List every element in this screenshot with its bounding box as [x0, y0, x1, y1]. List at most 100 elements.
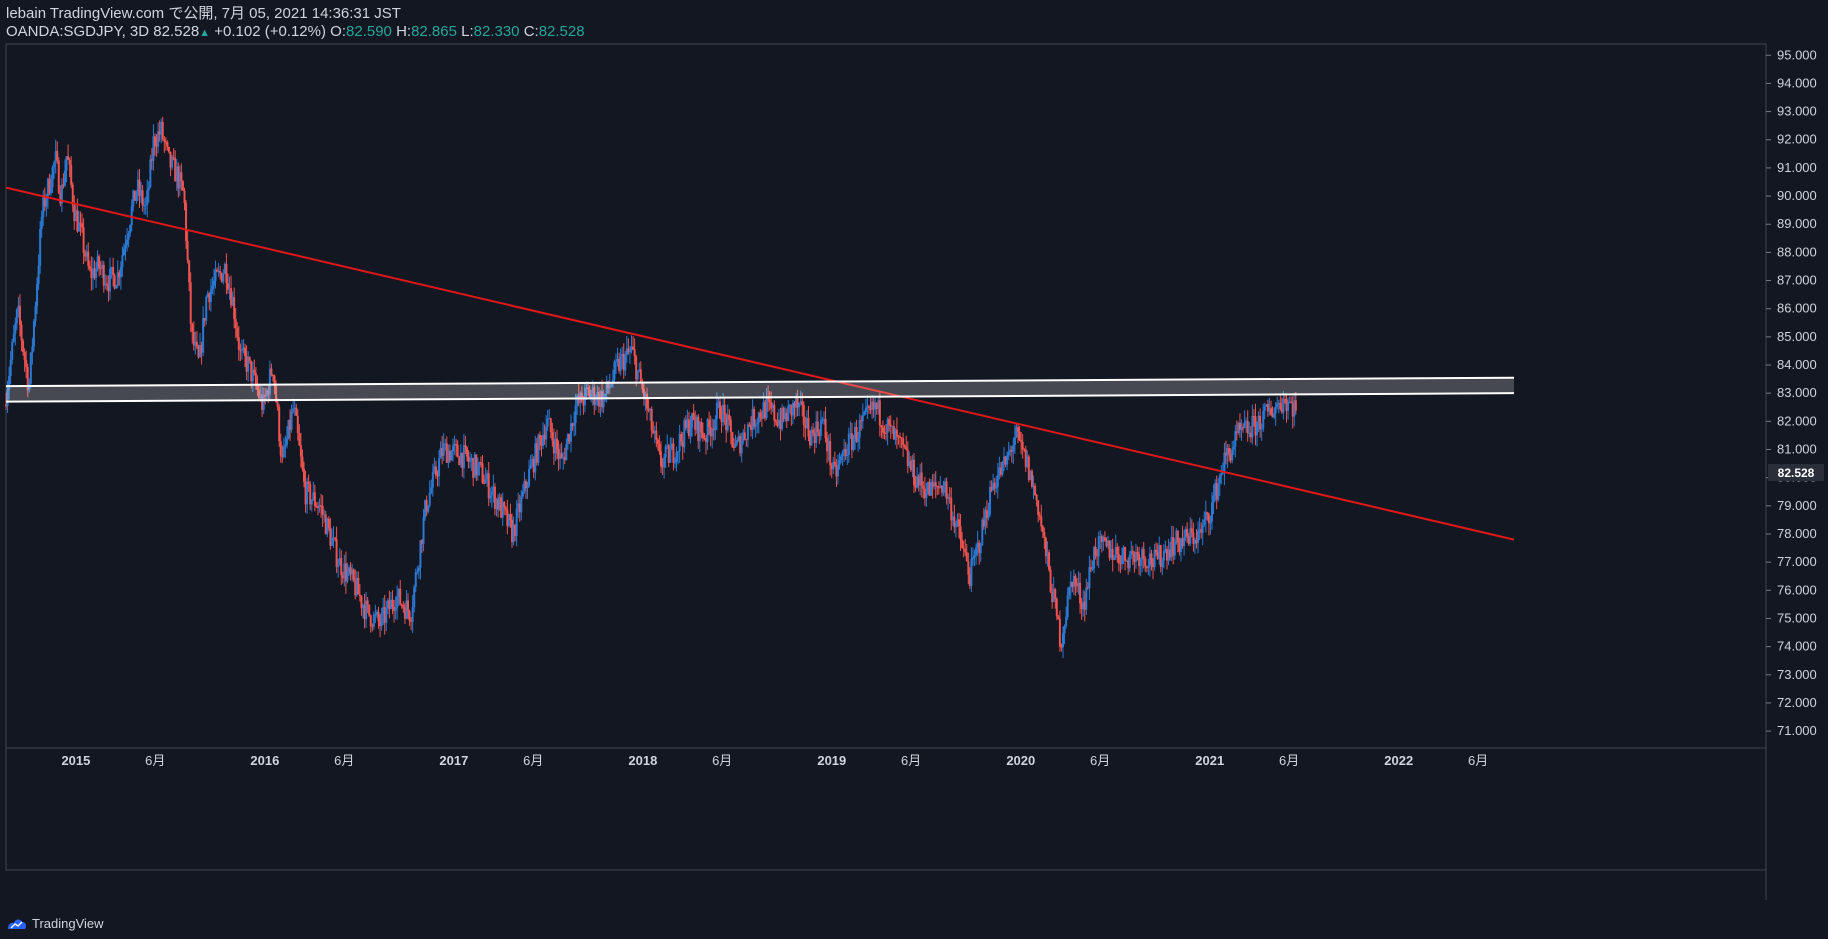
- candle-body: [1006, 455, 1009, 465]
- candle-body: [1041, 526, 1044, 532]
- candle-body: [481, 463, 484, 483]
- candle-body: [237, 337, 240, 350]
- candle-body: [306, 481, 309, 505]
- candle-body: [861, 414, 864, 422]
- candle-body: [1150, 553, 1153, 564]
- candle-body: [321, 505, 324, 515]
- candle-body: [748, 424, 751, 426]
- candle-body: [815, 421, 818, 444]
- candle-body: [1294, 400, 1297, 411]
- candle-body: [1179, 538, 1182, 552]
- candle-body: [81, 223, 84, 228]
- candle-body: [87, 251, 90, 266]
- candle-body: [978, 542, 981, 554]
- candle-body: [161, 121, 164, 139]
- candle-body: [177, 166, 180, 189]
- candle-body: [785, 412, 788, 422]
- candle-body: [51, 167, 54, 188]
- candle-body: [192, 331, 195, 346]
- candle-body: [622, 353, 625, 371]
- candle-body: [385, 607, 388, 623]
- candle-body: [422, 517, 425, 544]
- candle-body: [653, 430, 656, 434]
- candle-body: [556, 438, 559, 449]
- candle-body: [709, 427, 712, 437]
- candle-body: [672, 443, 675, 463]
- candle-body: [538, 434, 541, 439]
- candle-body: [632, 346, 635, 350]
- candle-body: [160, 121, 163, 135]
- candle-body: [54, 150, 57, 163]
- zone-top-line[interactable]: [5, 376, 1515, 388]
- candle-body: [677, 451, 680, 453]
- x-tick-label: 6月: [1468, 753, 1488, 768]
- candle-body: [493, 486, 496, 509]
- candle-body: [338, 558, 341, 566]
- candle-body: [167, 146, 170, 152]
- candle-body: [1164, 549, 1167, 552]
- symbol-text[interactable]: OANDA:SGDJPY, 3D: [6, 23, 150, 40]
- drawings[interactable]: [5, 186, 1515, 541]
- candle-body: [217, 271, 220, 273]
- candle-body: [892, 426, 895, 440]
- candle-body: [43, 195, 46, 207]
- candle-body: [186, 241, 189, 261]
- candle-body: [264, 394, 267, 397]
- footer-brand[interactable]: TradingView: [6, 916, 104, 931]
- candle-body: [1193, 540, 1196, 544]
- candle-body: [6, 389, 9, 407]
- candle-body: [226, 283, 229, 290]
- candle-body: [1277, 403, 1280, 405]
- candle-body: [987, 514, 990, 518]
- candle-body: [1037, 500, 1040, 515]
- candle-body: [920, 472, 923, 487]
- candle-body: [1228, 448, 1231, 454]
- candle-body: [486, 473, 489, 480]
- zone-bottom-line[interactable]: [5, 392, 1515, 403]
- candle-body: [1097, 536, 1100, 557]
- candle-body: [1141, 548, 1144, 560]
- candle-body: [464, 445, 467, 448]
- candle-body: [442, 443, 445, 456]
- candle-body: [916, 476, 919, 488]
- candle-body: [436, 475, 439, 477]
- candle-body: [355, 577, 358, 596]
- candle-body: [962, 548, 965, 550]
- candle-body: [1012, 445, 1015, 452]
- y-tick-label: 82.000: [1777, 413, 1817, 428]
- candle-body: [1240, 427, 1243, 430]
- candle-body: [549, 418, 552, 432]
- candle-body: [512, 524, 515, 543]
- candle-body: [293, 407, 296, 409]
- candle-body: [1105, 540, 1108, 547]
- trendline[interactable]: [5, 186, 1515, 541]
- candle-body: [610, 384, 613, 387]
- candle-body: [639, 369, 642, 383]
- time-axis[interactable]: 2015 6月 2016 6月 2017 6月 2018 6月 2019 6月 2020 6月 2021…: [6, 747, 1766, 768]
- candle-body: [790, 404, 793, 416]
- candle-body: [37, 265, 40, 285]
- candle-body: [1204, 512, 1207, 520]
- candle-body: [663, 457, 666, 468]
- candle-body: [239, 349, 242, 351]
- candle-body: [26, 367, 29, 391]
- resistance-zone[interactable]: [6, 377, 1514, 402]
- candle-body: [1142, 548, 1145, 559]
- candle-body: [416, 571, 419, 573]
- candle-body: [646, 393, 649, 409]
- price-axis[interactable]: 71.000 72.000 73.000 74.000 75.000 76.000 77.0…: [1766, 47, 1817, 738]
- candle-body: [199, 345, 202, 358]
- y-tick-label: 71.000: [1777, 723, 1817, 738]
- candle-body: [652, 430, 655, 434]
- candle-body: [517, 503, 520, 509]
- candle-body: [1068, 586, 1071, 596]
- last-price-text: 82.528: [153, 23, 200, 40]
- candle-body: [1172, 537, 1175, 556]
- candle-body: [1234, 431, 1237, 447]
- candle-body: [375, 611, 378, 615]
- candle-body: [694, 420, 697, 430]
- y-tick-label: 79.000: [1777, 498, 1817, 513]
- candle-body: [774, 420, 777, 422]
- candle-body: [1248, 432, 1251, 434]
